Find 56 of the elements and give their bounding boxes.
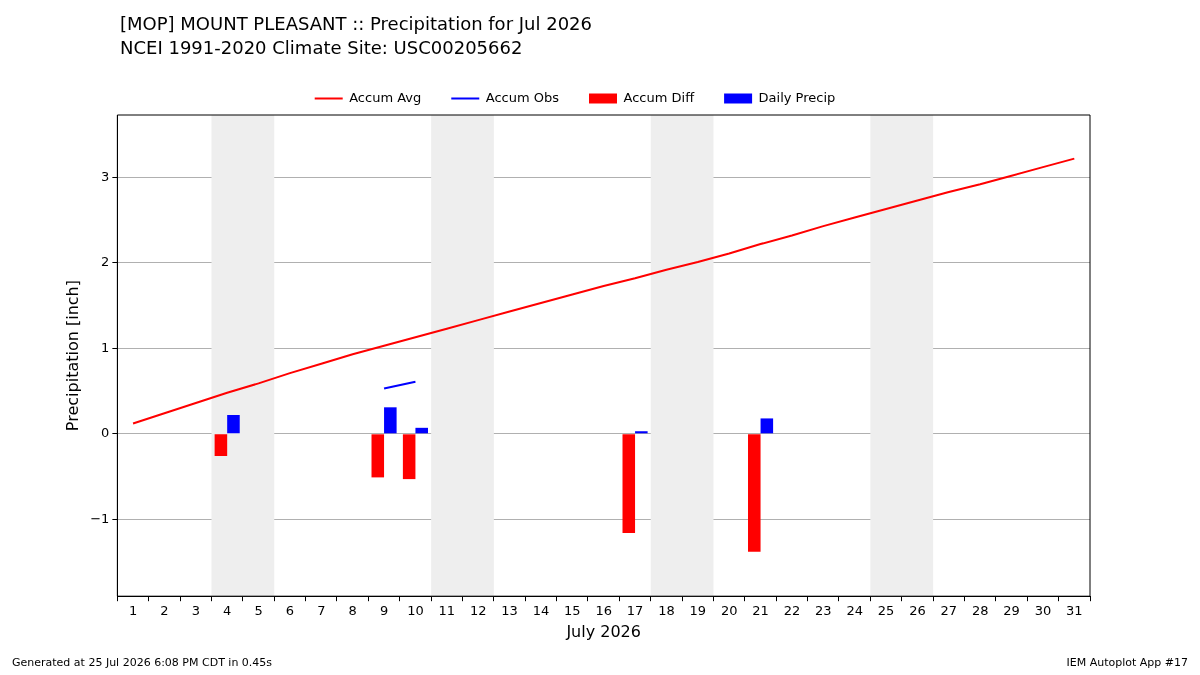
bar [214, 434, 228, 457]
x-tick-label: 14 [532, 603, 550, 619]
x-tick-label: 15 [564, 603, 581, 619]
x-tick-label: 26 [909, 603, 926, 619]
x-tick-label: 28 [971, 603, 989, 619]
bar [384, 407, 397, 434]
text: IEM Autoplot App #17 [1066, 656, 1188, 669]
x-tick-label: 18 [658, 603, 675, 619]
bar [371, 434, 385, 478]
x-tick-label: 7 [317, 603, 326, 619]
bar [760, 418, 774, 434]
bar [415, 427, 428, 434]
bar [622, 434, 636, 533]
y-tick-label: −1 [90, 510, 110, 526]
legend-label: Daily Precip [758, 89, 836, 105]
x-tick-label: 22 [783, 603, 801, 619]
x-tick-label: 24 [846, 603, 863, 619]
x-tick-label: 31 [1066, 603, 1083, 619]
x-tick-label: 3 [191, 603, 200, 619]
x-tick-label: 17 [626, 603, 644, 619]
bar [635, 431, 648, 434]
x-tick-label: 23 [815, 603, 832, 619]
x-tick-label: 20 [720, 603, 738, 619]
bar [402, 434, 416, 480]
chart-subtitle: NCEI 1991-2020 Climate Site: USC00205662 [120, 36, 524, 60]
bar [227, 415, 240, 434]
x-tick-label: 19 [689, 603, 707, 619]
chart-title: [MOP] MOUNT PLEASANT :: Precipitation for Jul 2026 [120, 12, 592, 36]
x-tick-label: 10 [407, 603, 424, 619]
y-tick-label: 0 [101, 425, 110, 441]
x-tick-label: 30 [1034, 603, 1052, 619]
x-tick-label: 12 [469, 603, 487, 619]
x-tick-label: 25 [877, 603, 895, 619]
text: Generated at 25 Jul 2026 6:08 PM CDT in 0.45s [12, 656, 273, 669]
x-tick-label: 5 [254, 603, 263, 619]
y-tick-label: 2 [101, 254, 110, 270]
x-tick-label: 21 [752, 603, 769, 619]
x-tick-label: 1 [128, 603, 138, 619]
x-tick-label: 2 [160, 603, 169, 619]
x-tick-label: 27 [940, 603, 958, 619]
x-tick-label: 9 [379, 603, 389, 619]
legend-label: Accum Obs [485, 89, 560, 105]
y-tick-label: 3 [101, 168, 110, 184]
y-axis-title: Precipitation [inch] [62, 280, 82, 432]
legend-label: Accum Avg [349, 89, 422, 105]
x-axis-title: July 2026 [565, 621, 641, 641]
x-tick-label: 29 [1003, 603, 1020, 619]
x-tick-label: 16 [595, 603, 612, 619]
x-tick-label: 4 [223, 603, 232, 619]
legend-label: Accum Diff [623, 89, 696, 105]
x-tick-label: 8 [348, 603, 357, 619]
x-tick-label: 11 [438, 603, 456, 619]
y-tick-label: 1 [101, 339, 110, 355]
x-tick-label: 6 [285, 603, 295, 619]
bar [748, 434, 761, 552]
x-tick-label: 13 [501, 603, 518, 619]
